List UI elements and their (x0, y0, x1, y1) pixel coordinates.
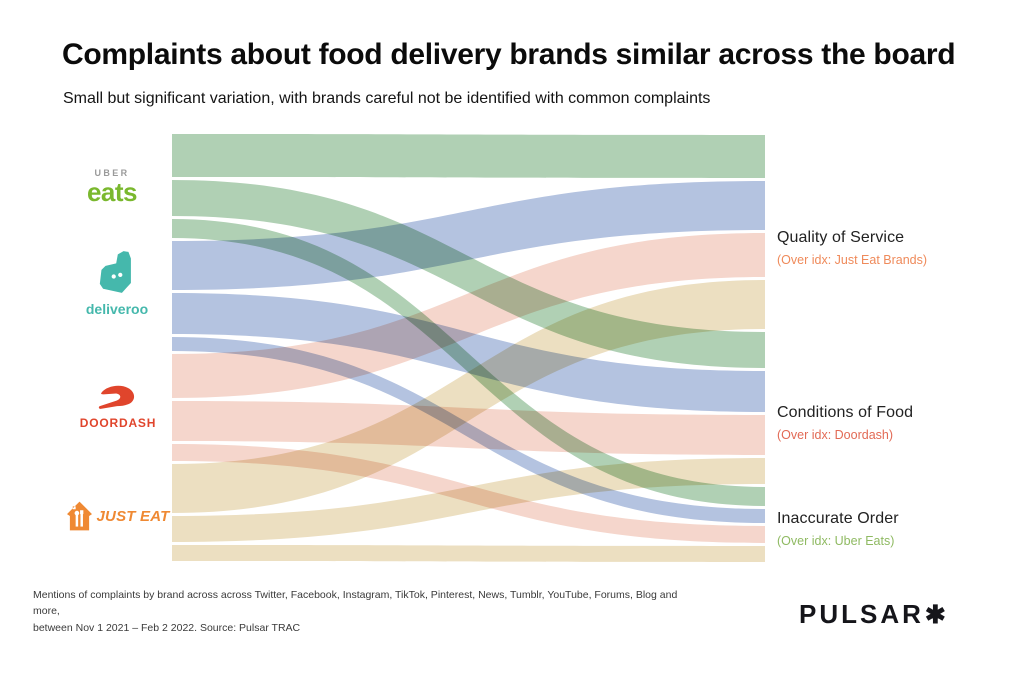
pulsar-asterisk-icon: ✱ (924, 600, 946, 629)
uber-eats-logo: eats (86, 177, 138, 207)
category-quality-of-service: Quality of Service (Over idx: Just Eat B… (777, 229, 1013, 267)
flow-doordash-to-conditions-of-food (172, 401, 765, 455)
brand-deliveroo: deliveroo (82, 250, 152, 317)
source-note: Mentions of complaints by brand across a… (33, 587, 693, 636)
source-note-line1: Mentions of complaints by brand across a… (33, 589, 678, 618)
just-eat-logo-text: JUST EAT (96, 507, 170, 525)
pulsar-logo: PULSAR ✱ (799, 599, 946, 630)
deliveroo-kangaroo-icon (99, 251, 135, 293)
category-inaccurate-order: Inaccurate Order (Over idx: Uber Eats) (777, 510, 1013, 548)
deliveroo-logo-text: deliveroo (85, 301, 149, 317)
pulsar-logo-text: PULSAR (799, 599, 924, 629)
doordash-wing-icon (98, 385, 138, 409)
category-label: Conditions of Food (777, 404, 914, 421)
page-subtitle: Small but significant variation, with br… (63, 90, 711, 107)
flow-deliveroo-to-quality-of-service (172, 181, 765, 290)
category-label: Quality of Service (777, 229, 905, 246)
flow-uber-eats-to-quality-of-service (172, 134, 765, 178)
brand-doordash: DOORDASH (70, 385, 166, 430)
doordash-logo-text: DOORDASH (79, 416, 157, 430)
source-note-line2: between Nov 1 2021 – Feb 2 2022. Source:… (33, 621, 301, 634)
category-note-1: (Over idx: Doordash) (777, 428, 894, 442)
flow-just-eat-to-conditions-of-food (172, 458, 765, 542)
category-label: Inaccurate Order (777, 510, 899, 527)
flow-just-eat-to-inaccurate-order (172, 545, 765, 562)
category-note-0: (Over idx: Just Eat Brands) (777, 253, 928, 267)
category-note-2: (Over idx: Uber Eats) (777, 534, 895, 548)
just-eat-house-icon (66, 501, 92, 531)
category-conditions-of-food: Conditions of Food (Over idx: Doordash) (777, 404, 1013, 442)
uber-eats-logo-top: UBER (94, 168, 130, 178)
flow-just-eat-to-quality-of-service (172, 280, 765, 513)
brand-uber-eats: UBER eats (72, 168, 152, 205)
page-title: Complaints about food delivery brands si… (62, 38, 956, 71)
brand-just-eat: JUST EAT (60, 501, 176, 531)
flow-doordash-to-quality-of-service (172, 233, 765, 398)
flow-deliveroo-to-conditions-of-food (172, 293, 765, 412)
